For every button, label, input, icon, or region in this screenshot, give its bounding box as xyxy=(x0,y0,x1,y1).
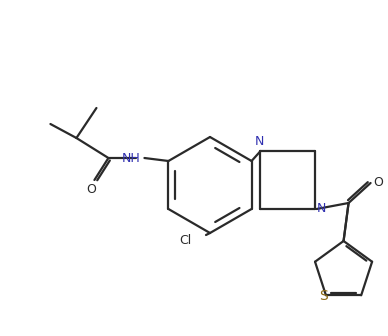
Text: S: S xyxy=(320,289,328,303)
Text: N: N xyxy=(317,203,326,215)
Text: O: O xyxy=(87,183,96,196)
Text: O: O xyxy=(374,175,383,188)
Text: Cl: Cl xyxy=(180,235,192,248)
Text: NH: NH xyxy=(122,152,140,165)
Text: N: N xyxy=(255,135,264,148)
